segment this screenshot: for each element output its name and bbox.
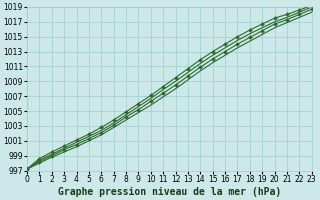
X-axis label: Graphe pression niveau de la mer (hPa): Graphe pression niveau de la mer (hPa)	[58, 186, 281, 197]
